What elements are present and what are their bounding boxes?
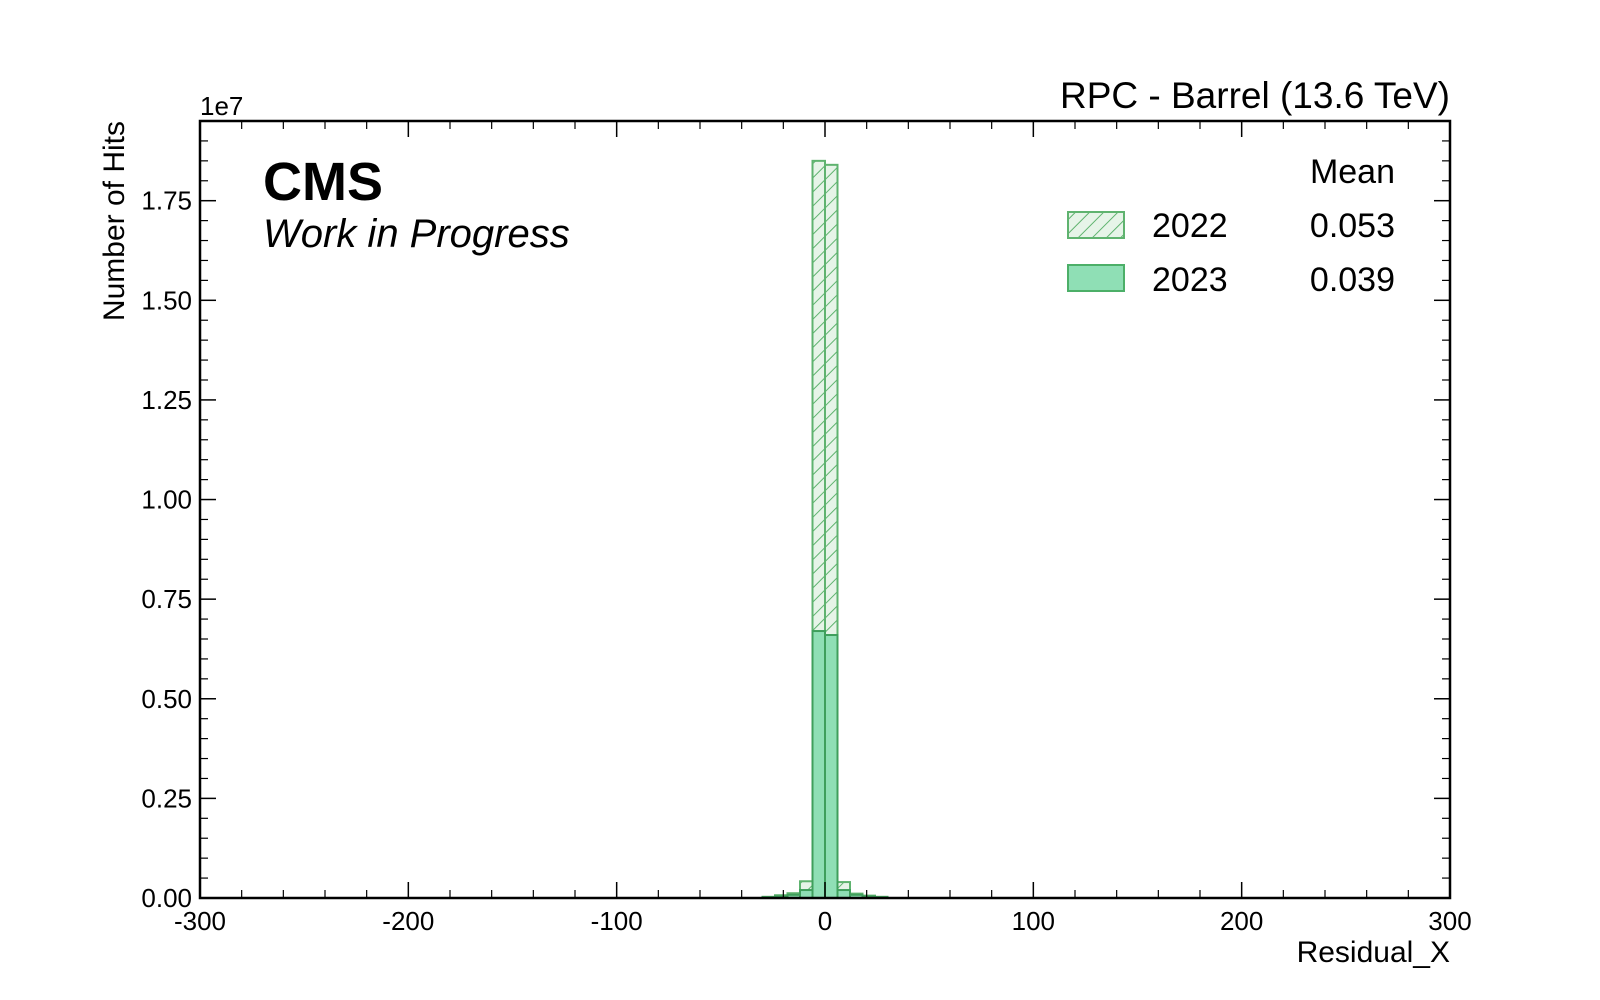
x-tick-label: -100 [591, 906, 643, 936]
y-tick-label: 0.50 [141, 684, 192, 714]
bar-2023-bin-5 [824, 634, 839, 899]
y-tick-label: 0.25 [141, 783, 192, 813]
legend-label-2023: 2023 [1152, 261, 1228, 299]
y-axis-title: Number of Hits [98, 121, 131, 321]
cms-label: CMS [263, 152, 383, 212]
chart-title: RPC - Barrel (13.6 TeV) [1060, 75, 1450, 116]
work-in-progress-label: Work in Progress [263, 212, 570, 256]
legend: Mean 2022 0.053 2023 0.039 [1067, 153, 1395, 299]
y-tick-label: 1.50 [141, 285, 192, 315]
y-offset-label: 1e7 [200, 91, 243, 121]
y-tick-label: 0.00 [141, 883, 192, 913]
x-axis-title: Residual_X [1297, 936, 1450, 969]
legend-mean-2022: 0.053 [1310, 207, 1395, 245]
x-tick-label: 0 [818, 906, 832, 936]
legend-label-2022: 2022 [1152, 207, 1228, 245]
bar-2023-bin-4 [811, 630, 826, 899]
histogram-bars [761, 159, 889, 900]
x-tick-label: 300 [1428, 906, 1471, 936]
axis-ticks: -300 -200 -100 0 100 200 300 0.00 0.25 0.50 0.75 1.… [141, 120, 1472, 936]
legend-mean-2023: 0.039 [1310, 261, 1395, 299]
legend-swatch-2023 [1067, 264, 1125, 292]
x-tick-label: -200 [382, 906, 434, 936]
plot-frame [198, 119, 1452, 900]
y-tick-label: 1.25 [141, 385, 192, 415]
x-tick-label: -300 [174, 906, 226, 936]
x-tick-label: 200 [1220, 906, 1263, 936]
y-tick-label: 1.00 [141, 485, 192, 515]
y-tick-label: 1.75 [141, 186, 192, 216]
legend-header: Mean [1310, 153, 1395, 191]
y-tick-label: 0.75 [141, 584, 192, 614]
x-tick-label: 100 [1012, 906, 1055, 936]
legend-swatch-2022 [1067, 211, 1125, 239]
